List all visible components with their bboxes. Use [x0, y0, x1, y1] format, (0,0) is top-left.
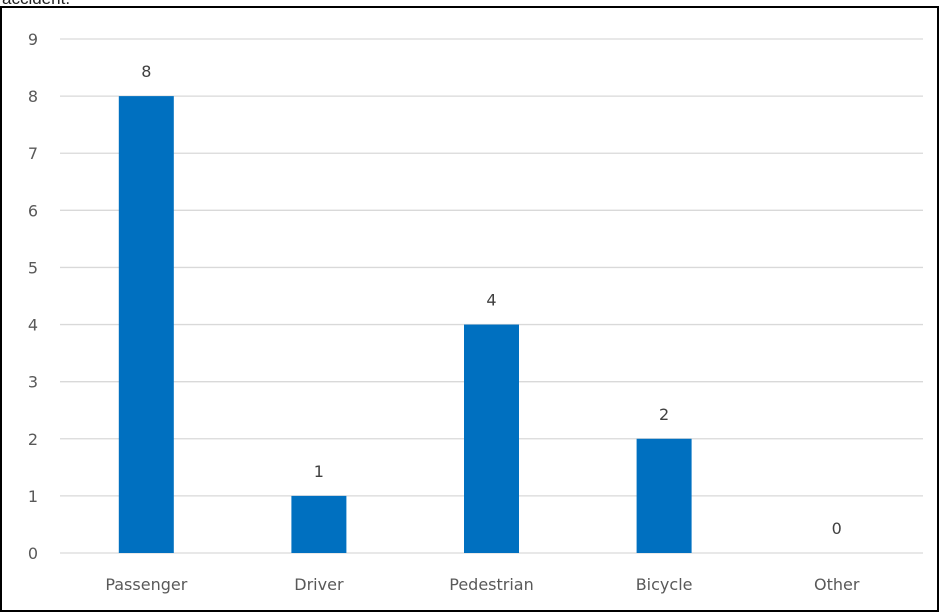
- y-tick-label: 5: [28, 258, 38, 277]
- y-tick-label: 2: [28, 430, 38, 449]
- y-tick-label: 3: [28, 373, 38, 392]
- bar-driver: [291, 495, 347, 553]
- data-label-bicycle: 2: [659, 405, 669, 424]
- bar-passenger: [118, 96, 174, 553]
- data-label-driver: 1: [314, 462, 324, 481]
- data-label-pedestrian: 4: [486, 291, 496, 310]
- y-tick-label: 9: [28, 30, 38, 49]
- y-tick-label: 8: [28, 87, 38, 106]
- cropped-heading-text: accident.: [2, 0, 70, 9]
- y-tick-label: 4: [28, 316, 38, 335]
- x-tick-label-bicycle: Bicycle: [636, 575, 693, 594]
- y-tick-label: 0: [28, 544, 38, 563]
- x-tick-label-pedestrian: Pedestrian: [449, 575, 534, 594]
- data-labels: 8 1 4 2 0: [141, 62, 842, 538]
- data-label-passenger: 8: [141, 62, 151, 81]
- data-label-other: 0: [832, 519, 842, 538]
- bar-pedestrian: [464, 324, 519, 553]
- bars: [118, 96, 692, 553]
- x-axis-ticks: Passenger Driver Pedestrian Bicycle Other: [105, 575, 860, 594]
- y-tick-label: 7: [28, 144, 38, 163]
- y-tick-label: 6: [28, 201, 38, 220]
- y-axis-ticks: 0 1 2 3 4 5 6 7 8 9: [28, 30, 38, 563]
- x-tick-label-driver: Driver: [294, 575, 344, 594]
- x-tick-label-passenger: Passenger: [105, 575, 187, 594]
- bar-bicycle: [636, 438, 692, 553]
- x-tick-label-other: Other: [814, 575, 860, 594]
- y-tick-label: 1: [28, 487, 38, 506]
